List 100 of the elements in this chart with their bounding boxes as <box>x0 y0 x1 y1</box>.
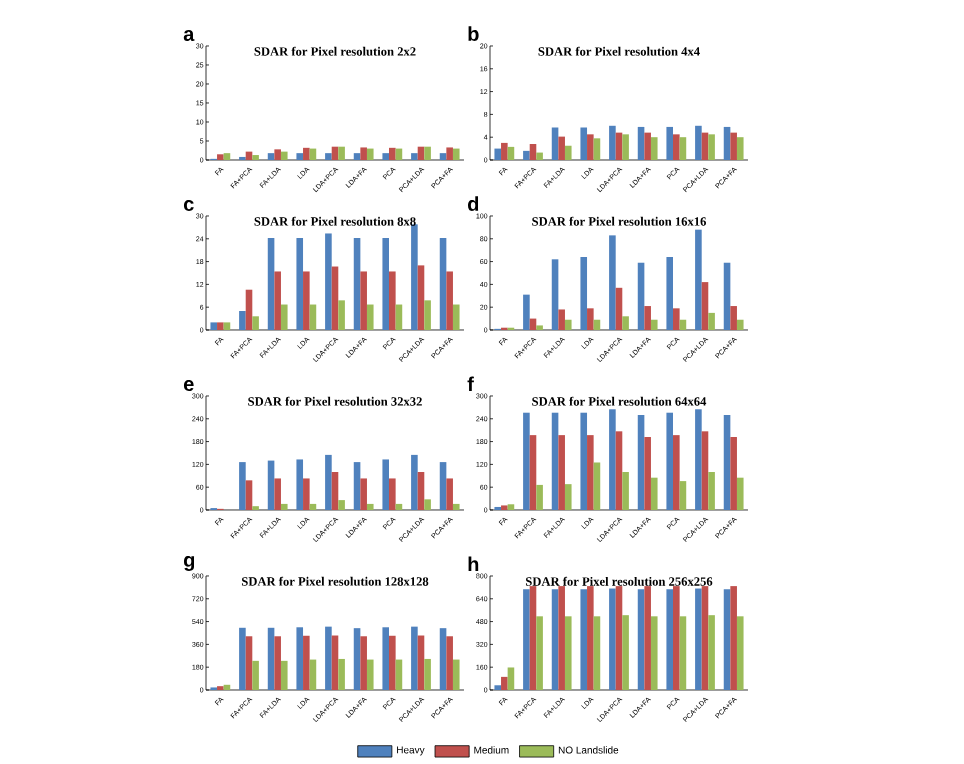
bar <box>708 471 715 510</box>
bar <box>507 146 515 160</box>
bar <box>331 266 339 330</box>
bar <box>360 271 367 330</box>
text: h <box>468 556 479 571</box>
bar <box>439 627 447 690</box>
bar <box>637 262 645 330</box>
bar <box>424 499 431 510</box>
bar <box>615 585 623 690</box>
bar <box>424 658 431 690</box>
bar <box>325 454 332 510</box>
bar <box>252 316 259 330</box>
bar <box>622 471 629 510</box>
bar <box>587 134 594 160</box>
bar <box>417 471 425 510</box>
bar <box>551 259 559 330</box>
bar <box>609 588 616 690</box>
bar <box>382 237 390 330</box>
bar <box>296 237 304 330</box>
bar <box>439 237 447 330</box>
bar <box>730 305 737 330</box>
bar <box>666 256 674 330</box>
bar <box>679 480 687 510</box>
bar <box>366 659 374 690</box>
bar <box>673 434 680 510</box>
text: d <box>468 196 479 211</box>
bar <box>280 660 288 690</box>
bar <box>695 409 702 510</box>
bar <box>615 132 623 160</box>
bar <box>309 659 317 690</box>
bar <box>679 136 687 160</box>
bar <box>666 588 674 690</box>
bar <box>446 636 453 690</box>
bar <box>622 614 629 690</box>
bar <box>666 412 674 510</box>
bar <box>622 316 629 330</box>
bar <box>650 616 658 690</box>
bar <box>309 503 317 510</box>
bar <box>274 636 281 690</box>
bar <box>644 305 651 330</box>
bar <box>274 271 281 330</box>
bar <box>389 635 396 690</box>
bar <box>587 585 594 690</box>
bar <box>609 235 616 330</box>
bar <box>417 265 425 330</box>
bar <box>303 271 310 330</box>
bar <box>338 300 345 330</box>
bar <box>239 310 246 330</box>
bar <box>701 132 709 160</box>
bar <box>353 237 361 330</box>
bar <box>637 414 645 510</box>
bar <box>446 271 453 330</box>
bar <box>523 588 530 690</box>
bar <box>446 478 453 510</box>
bar <box>245 636 253 690</box>
bar <box>296 627 304 690</box>
bar <box>593 462 601 510</box>
bar <box>593 138 601 160</box>
bar <box>296 459 304 510</box>
bar <box>708 614 715 690</box>
bar <box>644 132 651 160</box>
bar <box>267 460 275 510</box>
bar <box>701 585 709 690</box>
bar <box>223 322 231 330</box>
bar <box>529 585 537 690</box>
bar <box>673 308 680 330</box>
bar <box>673 585 680 690</box>
bar <box>338 658 345 690</box>
bar <box>695 125 702 160</box>
bar <box>338 499 345 510</box>
bar <box>325 626 332 690</box>
bar <box>551 588 559 690</box>
bar <box>723 588 731 690</box>
bar <box>695 588 702 690</box>
bar <box>411 454 418 510</box>
bar <box>587 434 594 510</box>
bar <box>280 304 288 330</box>
bar <box>708 134 715 160</box>
bar <box>650 319 658 330</box>
bar <box>411 224 418 330</box>
bar <box>637 126 645 160</box>
bar <box>239 627 246 690</box>
bar <box>736 477 744 510</box>
bar <box>730 585 737 690</box>
bar <box>580 256 588 330</box>
text: f <box>467 376 474 391</box>
bar <box>637 588 645 690</box>
bar <box>536 152 543 160</box>
bar <box>395 659 403 690</box>
bar <box>558 585 565 690</box>
bar <box>723 126 731 160</box>
text: c <box>183 199 194 211</box>
bar <box>701 281 709 330</box>
bar <box>695 229 702 330</box>
bar <box>245 289 253 330</box>
bar <box>536 616 543 690</box>
bar <box>389 478 396 510</box>
bar <box>615 287 623 330</box>
bar <box>730 436 737 510</box>
bar <box>644 585 651 690</box>
